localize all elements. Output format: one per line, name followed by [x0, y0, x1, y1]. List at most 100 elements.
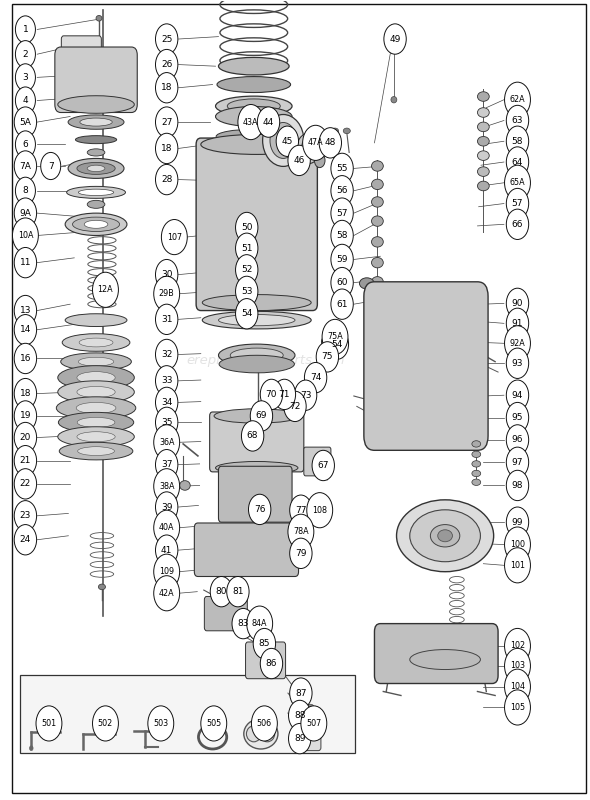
Circle shape: [156, 107, 178, 138]
Circle shape: [289, 700, 311, 730]
Circle shape: [288, 514, 314, 550]
Text: 57: 57: [512, 199, 523, 208]
Circle shape: [210, 577, 232, 607]
Text: 65A: 65A: [510, 178, 525, 187]
Circle shape: [304, 362, 327, 393]
Text: 30: 30: [161, 270, 172, 279]
Text: 38A: 38A: [159, 482, 175, 490]
Text: 8: 8: [22, 186, 28, 195]
Ellipse shape: [297, 134, 320, 164]
Ellipse shape: [61, 353, 132, 370]
Ellipse shape: [251, 533, 266, 542]
Ellipse shape: [214, 409, 299, 423]
Ellipse shape: [472, 441, 481, 447]
Circle shape: [14, 401, 37, 431]
Text: 57: 57: [336, 209, 348, 218]
Circle shape: [504, 326, 530, 361]
Text: 55: 55: [336, 164, 348, 173]
Circle shape: [14, 501, 37, 531]
Circle shape: [303, 126, 329, 161]
Circle shape: [15, 41, 35, 68]
FancyBboxPatch shape: [61, 36, 101, 57]
Circle shape: [36, 706, 62, 741]
Text: 6: 6: [22, 140, 28, 149]
Text: 25: 25: [161, 34, 172, 43]
Text: 60: 60: [336, 278, 348, 287]
Circle shape: [506, 147, 529, 177]
Ellipse shape: [58, 426, 135, 446]
Text: 76: 76: [254, 505, 266, 514]
Text: 12A: 12A: [98, 286, 113, 294]
Circle shape: [156, 450, 178, 480]
Text: 51: 51: [241, 244, 253, 253]
Circle shape: [156, 259, 178, 290]
Ellipse shape: [65, 314, 127, 326]
Ellipse shape: [87, 166, 105, 171]
Circle shape: [156, 165, 178, 194]
Circle shape: [14, 107, 37, 138]
Text: 69: 69: [255, 411, 267, 421]
Circle shape: [14, 198, 37, 228]
Ellipse shape: [87, 149, 105, 156]
Text: 23: 23: [19, 511, 31, 520]
Circle shape: [506, 380, 529, 410]
Circle shape: [15, 177, 35, 204]
Text: 36A: 36A: [159, 438, 175, 447]
Text: 1: 1: [22, 25, 28, 34]
Circle shape: [322, 319, 348, 354]
Text: 78A: 78A: [293, 527, 309, 536]
Text: 49: 49: [389, 34, 401, 43]
Ellipse shape: [96, 15, 102, 21]
Ellipse shape: [58, 412, 134, 432]
Circle shape: [14, 469, 37, 499]
Circle shape: [154, 469, 179, 504]
Text: 74: 74: [310, 373, 322, 382]
Circle shape: [156, 492, 178, 522]
Text: 21: 21: [19, 456, 31, 465]
Circle shape: [506, 507, 529, 538]
Ellipse shape: [472, 461, 481, 467]
Ellipse shape: [270, 122, 296, 158]
Circle shape: [14, 295, 37, 326]
Text: 41: 41: [161, 546, 172, 554]
Ellipse shape: [472, 479, 481, 486]
FancyBboxPatch shape: [209, 412, 304, 472]
Ellipse shape: [217, 77, 291, 93]
Ellipse shape: [301, 138, 316, 158]
Text: 507: 507: [306, 719, 322, 728]
Text: 58: 58: [512, 137, 523, 146]
Ellipse shape: [430, 525, 460, 547]
Ellipse shape: [477, 92, 489, 102]
Text: 2: 2: [22, 50, 28, 58]
Ellipse shape: [391, 97, 397, 103]
Ellipse shape: [477, 108, 489, 118]
Circle shape: [235, 212, 258, 242]
Circle shape: [506, 447, 529, 478]
Text: 43A: 43A: [243, 118, 258, 126]
Text: 13: 13: [19, 306, 31, 315]
Ellipse shape: [56, 397, 136, 419]
Circle shape: [15, 131, 35, 158]
Ellipse shape: [58, 96, 135, 114]
Text: 40A: 40A: [159, 523, 175, 532]
Circle shape: [12, 218, 38, 253]
Ellipse shape: [330, 330, 343, 342]
Circle shape: [15, 64, 35, 91]
Ellipse shape: [314, 154, 325, 168]
Ellipse shape: [58, 366, 135, 390]
Circle shape: [201, 706, 227, 741]
Ellipse shape: [295, 545, 307, 556]
Circle shape: [154, 576, 179, 611]
FancyBboxPatch shape: [300, 714, 321, 750]
Circle shape: [506, 425, 529, 455]
Text: 73: 73: [300, 390, 312, 400]
Text: 85: 85: [258, 639, 270, 648]
Text: 79: 79: [295, 549, 307, 558]
Ellipse shape: [78, 189, 114, 195]
Circle shape: [290, 538, 312, 569]
Text: 46: 46: [293, 156, 305, 165]
Circle shape: [156, 366, 178, 396]
FancyBboxPatch shape: [196, 138, 317, 310]
Text: 97: 97: [512, 458, 523, 466]
Ellipse shape: [79, 338, 113, 347]
